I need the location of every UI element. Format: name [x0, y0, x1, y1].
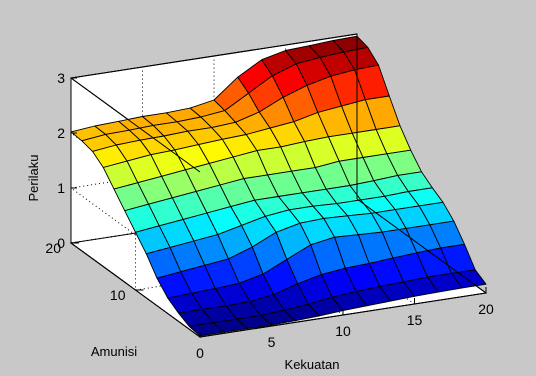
y-axis-label: Amunisi	[91, 344, 137, 359]
x-tick-label: 10	[335, 323, 351, 339]
floor-edge-right	[356, 198, 487, 294]
z-tick-label: 2	[57, 125, 65, 141]
side-edge-top	[70, 77, 201, 173]
axes-box-front	[70, 33, 487, 338]
z-axis-label: Perilaku	[26, 155, 41, 202]
x-tick-label: 0	[196, 345, 204, 361]
x-axis-label: Kekuatan	[285, 357, 340, 372]
z-tick-label: 0	[57, 235, 65, 251]
z-tick-label: 1	[57, 180, 65, 196]
x-tick-label: 5	[268, 334, 276, 350]
back-edge-top	[70, 33, 358, 79]
y-tick-label: 10	[110, 287, 126, 303]
x-tick-label: 15	[407, 312, 423, 328]
surface-mesh	[70, 35, 487, 337]
x-tick-label: 20	[478, 301, 494, 317]
y-tick-label: 20	[45, 240, 61, 256]
z-tick-label: 3	[57, 70, 65, 86]
